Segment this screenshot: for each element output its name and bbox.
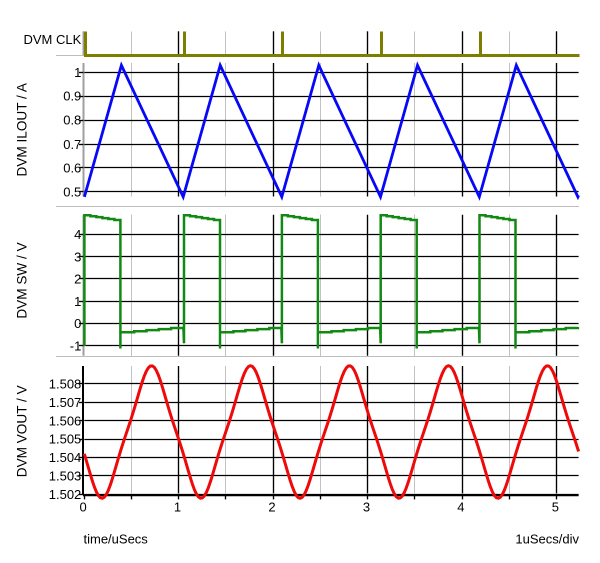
svg-text:2: 2 [74,272,81,287]
svg-text:1.506: 1.506 [49,413,82,428]
svg-text:1: 1 [74,294,81,309]
svg-text:5: 5 [552,500,559,515]
svg-text:0: 0 [79,500,86,515]
svg-text:3: 3 [363,500,370,515]
svg-text:1: 1 [174,500,181,515]
svg-text:1.505: 1.505 [49,432,82,447]
svg-text:0.7: 0.7 [63,137,81,152]
svg-text:0.5: 0.5 [63,184,81,199]
svg-text:2: 2 [268,500,275,515]
svg-text:DVM VOUT / V: DVM VOUT / V [15,385,30,477]
svg-text:1.507: 1.507 [49,395,82,410]
svg-text:3: 3 [74,249,81,264]
svg-text:1.502: 1.502 [49,487,82,502]
svg-text:0.8: 0.8 [63,113,81,128]
svg-text:1.508: 1.508 [49,377,82,392]
svg-text:1.503: 1.503 [49,469,82,484]
svg-text:4: 4 [457,500,464,515]
svg-text:DVM ILOUT / A: DVM ILOUT / A [15,82,30,176]
svg-text:0.9: 0.9 [63,89,81,104]
svg-text:4: 4 [74,227,81,242]
svg-text:1uSecs/div: 1uSecs/div [515,531,579,546]
svg-text:-1: -1 [70,339,82,354]
svg-text:1.504: 1.504 [49,450,82,465]
svg-text:0.6: 0.6 [63,160,81,175]
svg-text:DVM SW / V: DVM SW / V [15,242,30,318]
svg-text:0: 0 [74,316,81,331]
svg-text:1: 1 [74,65,81,80]
svg-text:DVM CLK: DVM CLK [24,32,82,47]
svg-text:time/uSecs: time/uSecs [84,531,149,546]
